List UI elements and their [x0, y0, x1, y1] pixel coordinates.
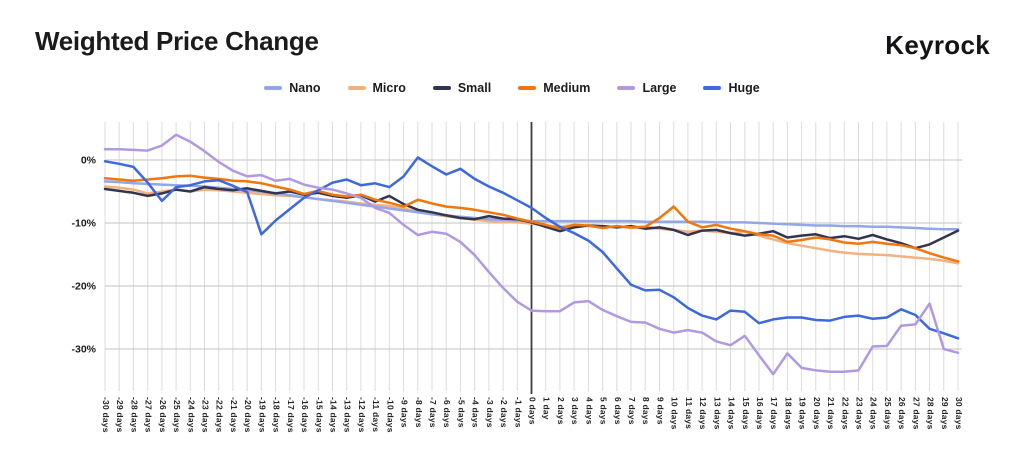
x-tick-label: -26 days — [158, 397, 168, 433]
y-tick-label: -20% — [71, 281, 96, 293]
x-tick-label: -6 days — [442, 397, 452, 428]
legend-label: Small — [457, 81, 492, 95]
series-line-medium — [103, 174, 960, 263]
legend-label: Large — [642, 81, 677, 95]
x-tick-label: -27 days — [144, 397, 154, 433]
legend-item-small: Small — [432, 81, 492, 95]
x-tick-label: 23 days — [855, 397, 865, 430]
x-tick-label: -4 days — [471, 397, 481, 428]
x-tick-label: 8 days — [641, 397, 651, 425]
x-tick-label: -7 days — [428, 397, 438, 428]
series-line-huge — [103, 156, 960, 340]
x-tick-label: 0 days — [528, 397, 538, 425]
x-tick-label: 7 days — [627, 397, 637, 425]
x-tick-label: -15 days — [314, 397, 324, 433]
x-tick-label: -18 days — [272, 397, 282, 433]
x-tick-label: -11 days — [371, 397, 381, 432]
legend-dash-icon — [617, 86, 636, 90]
x-tick-label: -21 days — [229, 397, 239, 433]
series-lines — [103, 133, 960, 376]
x-tick-label: 15 days — [741, 397, 751, 430]
y-tick-label: 0% — [81, 155, 97, 167]
x-tick-label: 10 days — [670, 397, 680, 430]
x-tick-label: -8 days — [414, 397, 424, 428]
legend-item-medium: Medium — [518, 81, 590, 95]
x-tick-label: 26 days — [897, 397, 907, 430]
x-tick-label: 13 days — [712, 397, 722, 430]
legend-item-large: Large — [617, 81, 676, 95]
x-tick-label: 6 days — [613, 397, 623, 425]
x-tick-label: -23 days — [201, 397, 211, 433]
x-tick-label: 24 days — [869, 397, 879, 430]
y-axis-labels: 0% -10% -20% -30% — [71, 155, 96, 356]
x-tick-label: 22 days — [840, 397, 850, 430]
x-tick-label: 16 days — [755, 397, 765, 430]
legend-label: Huge — [728, 81, 760, 95]
x-tick-label: 21 days — [826, 397, 836, 430]
x-tick-label: -24 days — [186, 397, 196, 433]
legend-dash-icon — [703, 86, 722, 90]
horizontal-gridlines — [105, 159, 962, 350]
x-tick-label: 20 days — [812, 397, 822, 430]
x-tick-label: -22 days — [215, 397, 225, 433]
x-axis-labels: -30 days -29 days -28 days -27 days -26 days… — [101, 397, 964, 433]
x-tick-label: -9 days — [400, 397, 410, 428]
x-tick-label: 27 days — [911, 397, 921, 430]
x-tick-label: 14 days — [727, 397, 737, 430]
x-tick-label: 3 days — [570, 397, 580, 425]
x-tick-label: -2 days — [499, 397, 509, 428]
legend-item-huge: Huge — [703, 81, 760, 95]
x-tick-label: 29 days — [940, 397, 950, 430]
x-tick-label: -3 days — [485, 397, 495, 428]
x-tick-label: -19 days — [257, 397, 267, 433]
legend-item-nano: Nano — [264, 81, 321, 95]
x-tick-label: 11 days — [684, 397, 694, 429]
x-tick-label: -14 days — [329, 397, 339, 433]
x-tick-label: -17 days — [286, 397, 296, 433]
x-tick-label: 28 days — [926, 397, 936, 430]
series-line-large — [103, 133, 960, 376]
x-tick-label: 25 days — [883, 397, 893, 430]
x-tick-label: -16 days — [300, 397, 310, 433]
x-tick-label: 19 days — [798, 397, 808, 430]
x-tick-label: -28 days — [129, 397, 139, 433]
x-tick-label: 18 days — [783, 397, 793, 430]
x-tick-label: 30 days — [954, 397, 964, 430]
x-tick-label: 5 days — [599, 397, 609, 425]
legend-dash-icon — [347, 86, 366, 90]
x-tick-label: 4 days — [584, 397, 594, 425]
x-tick-label: 9 days — [656, 397, 666, 425]
x-tick-label: -30 days — [101, 397, 111, 433]
y-tick-label: -30% — [71, 344, 96, 356]
legend-item-micro: Micro — [347, 81, 406, 95]
x-tick-label: 2 days — [556, 397, 566, 425]
legend-label: Micro — [372, 81, 406, 95]
page-title: Weighted Price Change — [35, 26, 319, 56]
x-tick-label: -29 days — [115, 397, 125, 433]
legend-dash-icon — [518, 86, 537, 90]
x-tick-label: -5 days — [456, 397, 466, 428]
x-tick-label: -25 days — [172, 397, 182, 433]
x-tick-label: -12 days — [357, 397, 367, 433]
x-tick-label: -13 days — [343, 397, 353, 433]
x-tick-label: -20 days — [243, 397, 253, 433]
x-tick-label: 12 days — [698, 397, 708, 430]
legend-label: Nano — [289, 81, 321, 95]
x-tick-label: -10 days — [385, 397, 395, 433]
legend-dash-icon — [264, 86, 283, 90]
chart-legend: Nano Micro Small Medium Large Huge — [0, 81, 1024, 95]
y-tick-label: -10% — [71, 218, 96, 230]
legend-dash-icon — [432, 86, 451, 90]
keyrock-logo: Keyrock — [885, 30, 990, 60]
x-tick-label: 1 day — [542, 397, 552, 420]
x-tick-label: 17 days — [769, 397, 779, 430]
x-tick-label: -1 days — [513, 397, 523, 428]
legend-label: Medium — [543, 81, 591, 95]
